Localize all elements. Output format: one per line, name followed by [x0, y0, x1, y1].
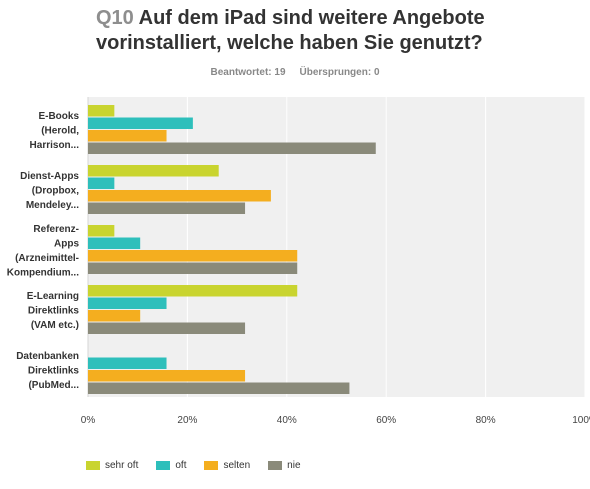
- bar: [88, 370, 246, 382]
- category-label: E-Books: [38, 111, 79, 122]
- x-tick-label: 80%: [476, 415, 496, 426]
- bar: [88, 225, 115, 237]
- x-tick-label: 0%: [81, 415, 96, 426]
- category-label: (PubMed...: [28, 380, 79, 391]
- x-tick-label: 40%: [277, 415, 297, 426]
- legend-swatch: [156, 461, 171, 470]
- bar: [88, 262, 298, 274]
- legend-item: sehr oft: [86, 460, 138, 471]
- skipped-count: Übersprungen: 0: [299, 67, 380, 78]
- category-label: Kompendium...: [7, 267, 79, 278]
- question-number: Q10: [96, 7, 134, 29]
- bar: [88, 177, 115, 189]
- question-text: Auf dem iPad sind weitere Angebote vorin…: [96, 7, 485, 54]
- bar: [88, 322, 246, 334]
- legend-label: selten: [223, 460, 251, 471]
- legend-swatch: [204, 461, 219, 470]
- legend-swatch: [268, 461, 283, 470]
- bar: [88, 190, 271, 202]
- category-label: Harrison...: [30, 140, 80, 151]
- bar: [88, 142, 376, 154]
- bar: [88, 165, 219, 177]
- category-label: Referenz-: [33, 224, 79, 235]
- answered-count: Beantwortet: 19: [210, 67, 286, 78]
- plot-area: [88, 97, 585, 397]
- bar: [88, 130, 167, 142]
- category-label: E-Learning: [27, 291, 79, 302]
- bar: [88, 382, 350, 394]
- x-tick-label: 100%: [572, 415, 590, 426]
- bar: [88, 297, 167, 309]
- category-label: Mendeley...: [26, 200, 79, 211]
- x-tick-label: 60%: [376, 415, 396, 426]
- bar: [88, 250, 298, 262]
- legend-item: selten: [204, 460, 250, 471]
- bar: [88, 237, 141, 249]
- legend-item: oft: [156, 460, 186, 471]
- legend-item: nie: [268, 460, 301, 471]
- category-label: (Herold,: [41, 126, 79, 137]
- category-label: Apps: [54, 238, 79, 249]
- category-label: Dienst-Apps: [20, 171, 79, 182]
- bar: [88, 310, 141, 322]
- legend-label: oft: [175, 460, 187, 471]
- x-tick-label: 20%: [177, 415, 197, 426]
- bar: [88, 105, 115, 117]
- chart-legend: sehr oft oft selten nie: [86, 460, 319, 471]
- bar: [88, 285, 298, 297]
- legend-label: nie: [287, 460, 301, 471]
- legend-swatch: [86, 461, 100, 470]
- legend-label: sehr oft: [105, 460, 139, 471]
- bar: [88, 117, 193, 129]
- category-label: Direktlinks: [28, 306, 80, 317]
- bar: [88, 202, 246, 214]
- bar: [88, 357, 167, 369]
- category-label: Direktlinks: [28, 366, 80, 377]
- category-label: (Dropbox,: [32, 186, 79, 197]
- category-label: Datenbanken: [16, 351, 79, 362]
- question-title: Q10 Auf dem iPad sind weitere Angebote v…: [96, 6, 566, 56]
- category-label: (Arzneimittel-: [15, 253, 79, 264]
- category-label: (VAM etc.): [31, 320, 79, 331]
- response-stats: Beantwortet: 19 Übersprungen: 0: [0, 67, 590, 78]
